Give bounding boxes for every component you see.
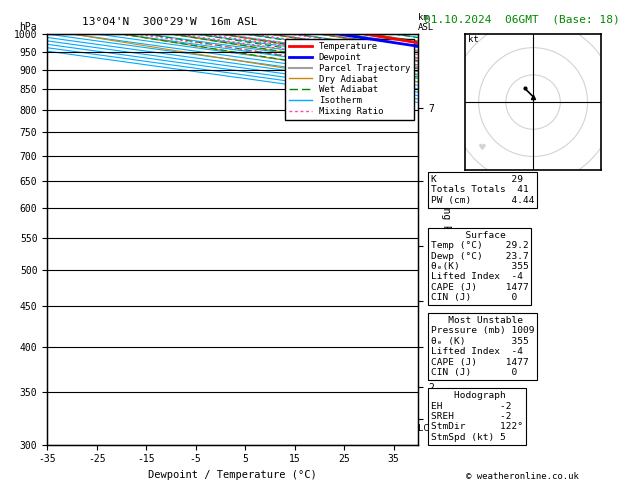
Text: km
ASL: km ASL	[418, 13, 435, 32]
Text: 13°04'N  300°29'W  16m ASL: 13°04'N 300°29'W 16m ASL	[82, 17, 258, 27]
Text: K             29
Totals Totals  41
PW (cm)       4.44: K 29 Totals Totals 41 PW (cm) 4.44	[431, 175, 535, 205]
Text: © weatheronline.co.uk: © weatheronline.co.uk	[465, 472, 579, 481]
Text: kt: kt	[468, 35, 479, 44]
Text: hPa: hPa	[19, 22, 37, 32]
Legend: Temperature, Dewpoint, Parcel Trajectory, Dry Adiabat, Wet Adiabat, Isotherm, Mi: Temperature, Dewpoint, Parcel Trajectory…	[286, 38, 414, 120]
Y-axis label: Mixing Ratio (g/kg): Mixing Ratio (g/kg)	[440, 184, 450, 295]
Text: Surface
Temp (°C)    29.2
Dewp (°C)    23.7
θₑ(K)         355
Lifted Index  -4
C: Surface Temp (°C) 29.2 Dewp (°C) 23.7 θₑ…	[431, 231, 528, 302]
Text: LCL: LCL	[418, 424, 435, 434]
Text: Hodograph
EH          -2
SREH        -2
StmDir      122°
StmSpd (kt) 5: Hodograph EH -2 SREH -2 StmDir 122° StmS…	[431, 391, 523, 442]
Text: Most Unstable
Pressure (mb) 1009
θₑ (K)        355
Lifted Index  -4
CAPE (J)    : Most Unstable Pressure (mb) 1009 θₑ (K) …	[431, 316, 535, 377]
Text: ♥: ♥	[479, 143, 486, 153]
X-axis label: Dewpoint / Temperature (°C): Dewpoint / Temperature (°C)	[148, 470, 317, 480]
Text: 01.10.2024  06GMT  (Base: 18): 01.10.2024 06GMT (Base: 18)	[424, 15, 620, 25]
